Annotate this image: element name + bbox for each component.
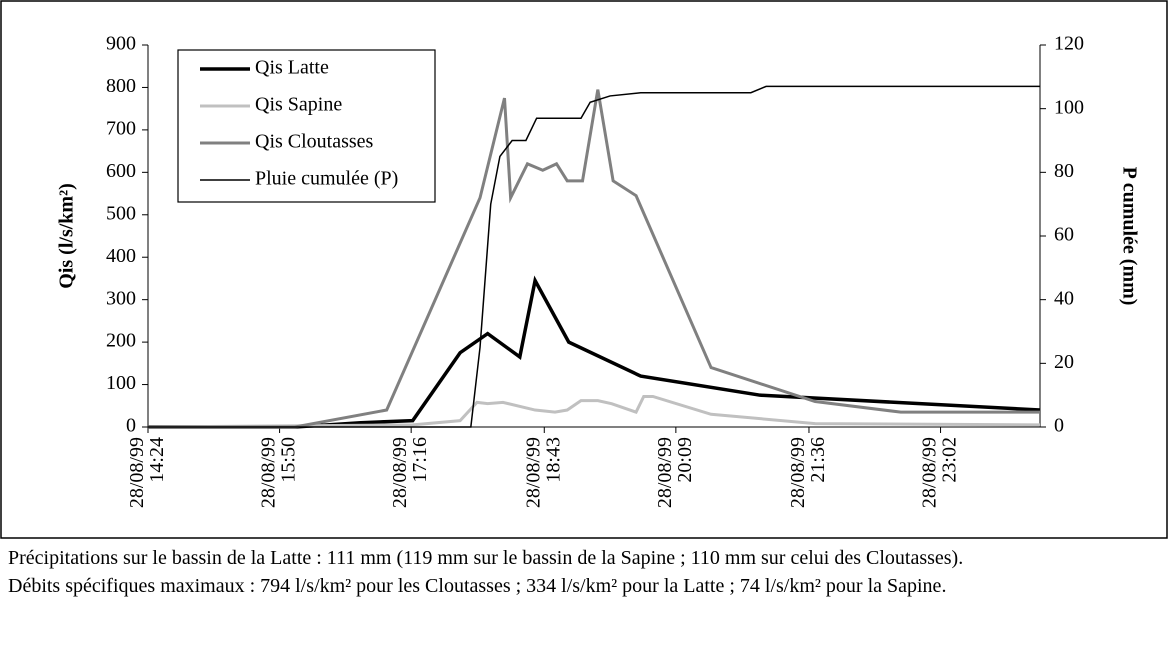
x-tick-label: 28/08/9923:02	[918, 437, 960, 508]
y-tick-label: 300	[106, 287, 136, 309]
chart: 0 100 200 300 400 500 600 700 800 900 0 20 40 60 80 100…	[0, 0, 1168, 539]
x-tick-label: 28/08/9918:43	[522, 437, 564, 508]
y2-axis-title: P cumulée (mm)	[1118, 167, 1140, 306]
legend-label: Qis Sapine	[255, 94, 342, 116]
y2-tick-label: 80	[1054, 160, 1074, 182]
note: Précipitations sur le bassin de la Latte…	[8, 547, 964, 569]
y-tick-label: 500	[106, 202, 136, 224]
y-tick-label: 900	[106, 33, 136, 55]
x-tick-label: 28/08/9914:24	[126, 437, 168, 508]
legend-label: Pluie cumulée (P)	[255, 168, 398, 190]
series-line	[147, 394, 1041, 429]
y-tick-label: 800	[106, 75, 136, 97]
legend-label: Qis Cloutasses	[255, 131, 374, 153]
y2-tick-label: 120	[1054, 33, 1084, 55]
x-tick-label: 28/08/9915:50	[257, 437, 299, 508]
y-tick-label: 700	[106, 117, 136, 139]
y2-tick-label: 0	[1054, 415, 1064, 437]
x-tick-label: 28/08/9921:36	[787, 437, 829, 508]
x-tick-label: 28/08/9920:09	[653, 437, 695, 508]
y-tick-label: 600	[106, 160, 136, 182]
y-tick-label: 400	[106, 245, 136, 267]
legend-box	[177, 49, 436, 203]
y2-tick-label: 60	[1054, 224, 1074, 246]
legend-label: Qis Latte	[255, 57, 329, 79]
series-line	[148, 89, 1040, 429]
x-tick-label: 28/08/9917:16	[389, 437, 431, 508]
y-tick-label: 200	[106, 330, 136, 352]
y-tick-label: 0	[126, 415, 136, 437]
note: Débits spécifiques maximaux : 794 l/s/km…	[8, 575, 947, 597]
notes: Précipitations sur le bassin de la Latte…	[8, 546, 1160, 602]
y2-tick-label: 40	[1054, 287, 1074, 309]
y2-tick-label: 20	[1054, 351, 1074, 373]
y-axis-title: Qis (l/s/km²)	[56, 183, 78, 288]
series-line	[148, 275, 1041, 429]
y2-tick-label: 100	[1054, 96, 1084, 118]
series-line	[148, 85, 1040, 428]
chart-frame	[0, 0, 1168, 539]
y-tick-label: 100	[106, 372, 136, 394]
